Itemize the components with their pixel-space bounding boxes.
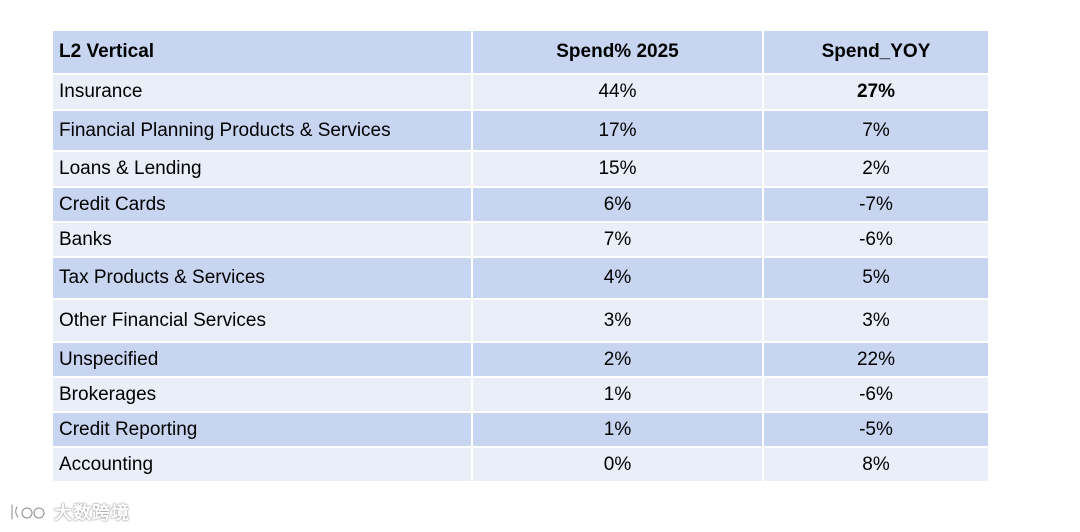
cell-spend-2025: 15% — [472, 151, 764, 188]
table-row: Credit Cards 6% -7% — [53, 187, 988, 223]
watermark: 大数跨境 — [8, 499, 130, 525]
cell-vertical: Loans & Lending — [53, 151, 473, 188]
table-row: Accounting 0% 8% — [53, 447, 988, 483]
cell-vertical: Brokerages — [53, 377, 473, 413]
cell-spend-2025: 4% — [472, 257, 764, 300]
cell-spend-2025: 2% — [472, 342, 764, 378]
header-spend-yoy: Spend_YOY — [763, 31, 988, 75]
brand-logo-icon — [10, 503, 46, 521]
table-row: Other Financial Services 3% 3% — [53, 299, 988, 343]
cell-spend-yoy: 8% — [763, 447, 988, 483]
cell-vertical: Financial Planning Products & Services — [53, 110, 473, 152]
cell-spend-yoy: 3% — [763, 299, 988, 343]
spend-table: L2 Vertical Spend% 2025 Spend_YOY Insura… — [53, 31, 988, 483]
cell-spend-yoy: 7% — [763, 110, 988, 152]
cell-vertical: Accounting — [53, 447, 473, 483]
cell-spend-2025: 1% — [472, 412, 764, 448]
cell-spend-2025: 17% — [472, 110, 764, 152]
cell-vertical: Tax Products & Services — [53, 257, 473, 300]
cell-vertical: Credit Cards — [53, 187, 473, 223]
cell-spend-2025: 1% — [472, 377, 764, 413]
cell-spend-yoy: -5% — [763, 412, 988, 448]
cell-spend-yoy: -7% — [763, 187, 988, 223]
cell-vertical: Credit Reporting — [53, 412, 473, 448]
cell-spend-yoy: 22% — [763, 342, 988, 378]
table-row: Banks 7% -6% — [53, 222, 988, 258]
header-l2-vertical: L2 Vertical — [53, 31, 473, 75]
table-row: Loans & Lending 15% 2% — [53, 151, 988, 188]
cell-spend-yoy: -6% — [763, 377, 988, 413]
table-row: Unspecified 2% 22% — [53, 342, 988, 378]
cell-vertical: Insurance — [53, 74, 473, 111]
header-spend-2025: Spend% 2025 — [472, 31, 764, 75]
cell-spend-2025: 3% — [472, 299, 764, 343]
cell-spend-2025: 0% — [472, 447, 764, 483]
table-row: Brokerages 1% -6% — [53, 377, 988, 413]
cell-vertical: Unspecified — [53, 342, 473, 378]
cell-spend-yoy: -6% — [763, 222, 988, 258]
cell-spend-yoy: 2% — [763, 151, 988, 188]
table-body: Insurance 44% 27% Financial Planning Produc… — [53, 74, 988, 483]
table-row: Insurance 44% 27% — [53, 74, 988, 111]
cell-spend-2025: 44% — [472, 74, 764, 111]
table-row: Credit Reporting 1% -5% — [53, 412, 988, 448]
cell-spend-2025: 6% — [472, 187, 764, 223]
header-row: L2 Vertical Spend% 2025 Spend_YOY — [53, 31, 988, 75]
cell-vertical: Banks — [53, 222, 473, 258]
table-row: Tax Products & Services 4% 5% — [53, 257, 988, 300]
cell-vertical: Other Financial Services — [53, 299, 473, 343]
cell-spend-yoy: 5% — [763, 257, 988, 300]
table-row: Financial Planning Products & Services 17… — [53, 110, 988, 152]
cell-spend-yoy: 27% — [763, 74, 988, 111]
cell-spend-2025: 7% — [472, 222, 764, 258]
watermark-text: 大数跨境 — [54, 503, 130, 524]
